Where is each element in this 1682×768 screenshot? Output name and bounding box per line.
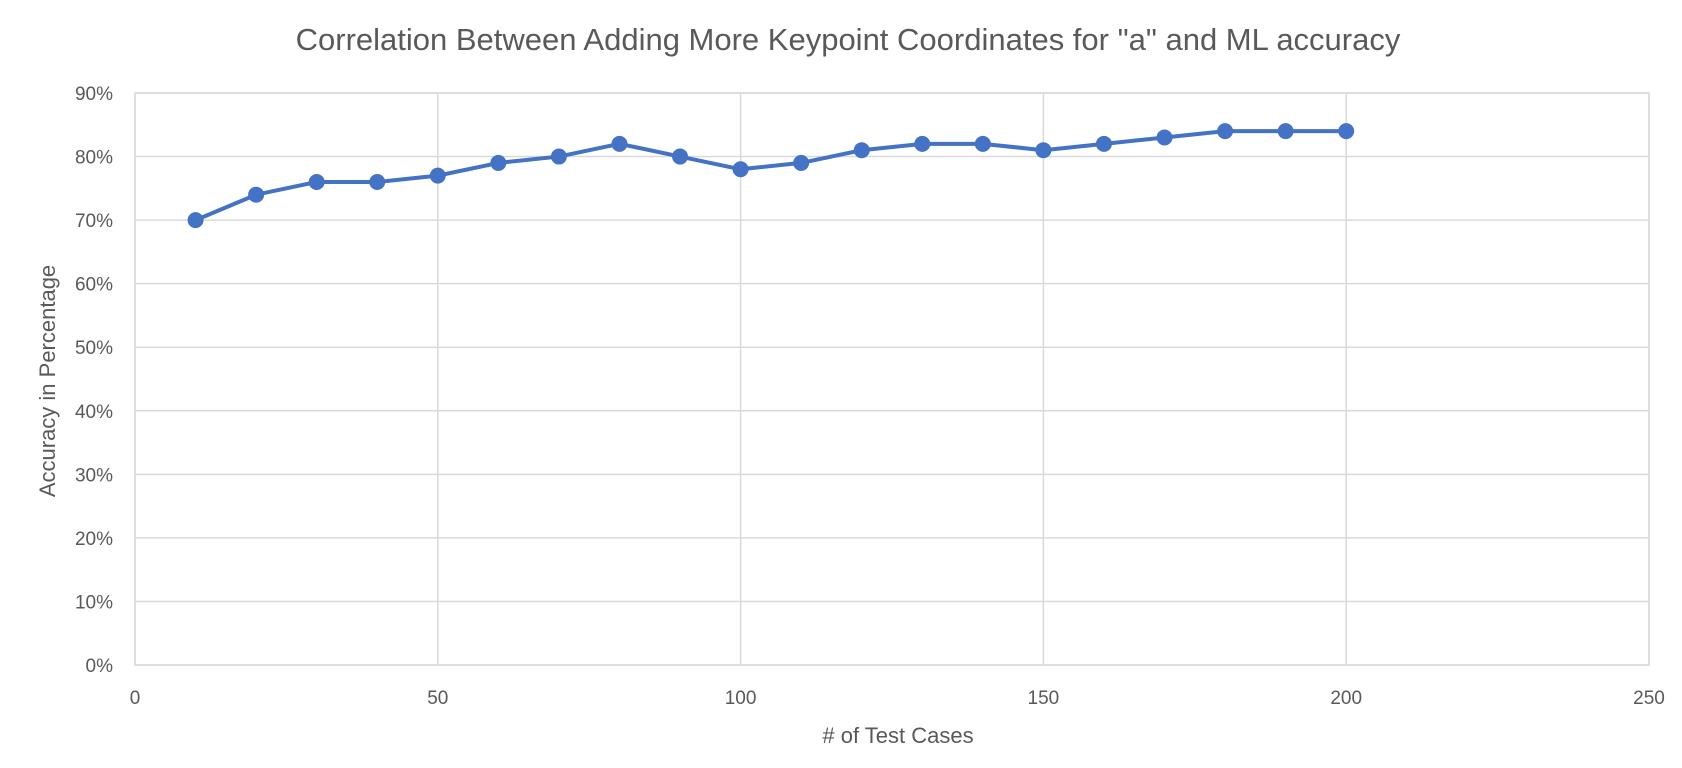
data-point — [308, 173, 325, 190]
y-tick-label: 60% — [75, 275, 113, 296]
x-axis-title: # of Test Cases — [822, 723, 973, 748]
plot-area-border — [134, 92, 1650, 666]
data-point — [974, 135, 991, 152]
data-point — [1035, 142, 1052, 159]
y-tick-label: 20% — [75, 529, 113, 550]
data-point — [550, 148, 567, 165]
data-point — [1217, 123, 1234, 140]
x-tick-label: 100 — [725, 688, 757, 709]
y-tick-label: 70% — [75, 211, 113, 232]
series-group — [187, 123, 1355, 229]
data-point — [490, 154, 507, 171]
y-tick-label: 90% — [75, 84, 113, 105]
data-point — [672, 148, 689, 165]
data-point — [1156, 129, 1173, 146]
x-tick-label: 50 — [427, 688, 448, 709]
series-line — [193, 129, 1349, 223]
data-point — [1338, 123, 1355, 140]
y-tick-label: 50% — [75, 338, 113, 359]
y-tick-label: 30% — [75, 465, 113, 486]
data-point — [914, 135, 931, 152]
data-point — [429, 167, 446, 184]
data-point — [369, 173, 386, 190]
grid — [134, 92, 1650, 666]
data-point — [187, 212, 204, 229]
y-tick-label: 40% — [75, 402, 113, 423]
x-tick-label: 250 — [1633, 688, 1665, 709]
y-tick-label: 80% — [75, 148, 113, 169]
data-point — [611, 135, 628, 152]
data-point — [732, 161, 749, 178]
data-point — [793, 154, 810, 171]
tick-labels: 0% 10% 20% 30% 40% 50% 60% 70% 80% 90% 0 50 100 150 20… — [75, 84, 1665, 709]
x-tick-label: 150 — [1028, 688, 1060, 709]
data-point — [248, 186, 265, 203]
data-point — [1095, 135, 1112, 152]
y-tick-label: 0% — [86, 656, 114, 677]
data-point — [853, 142, 870, 159]
x-tick-label: 200 — [1330, 688, 1362, 709]
y-tick-label: 10% — [75, 592, 113, 613]
data-point — [1277, 123, 1294, 140]
y-axis-title: Accuracy in Percentage — [35, 265, 60, 497]
x-tick-label: 0 — [130, 688, 141, 709]
chart-title: Correlation Between Adding More Keypoint… — [296, 22, 1401, 57]
